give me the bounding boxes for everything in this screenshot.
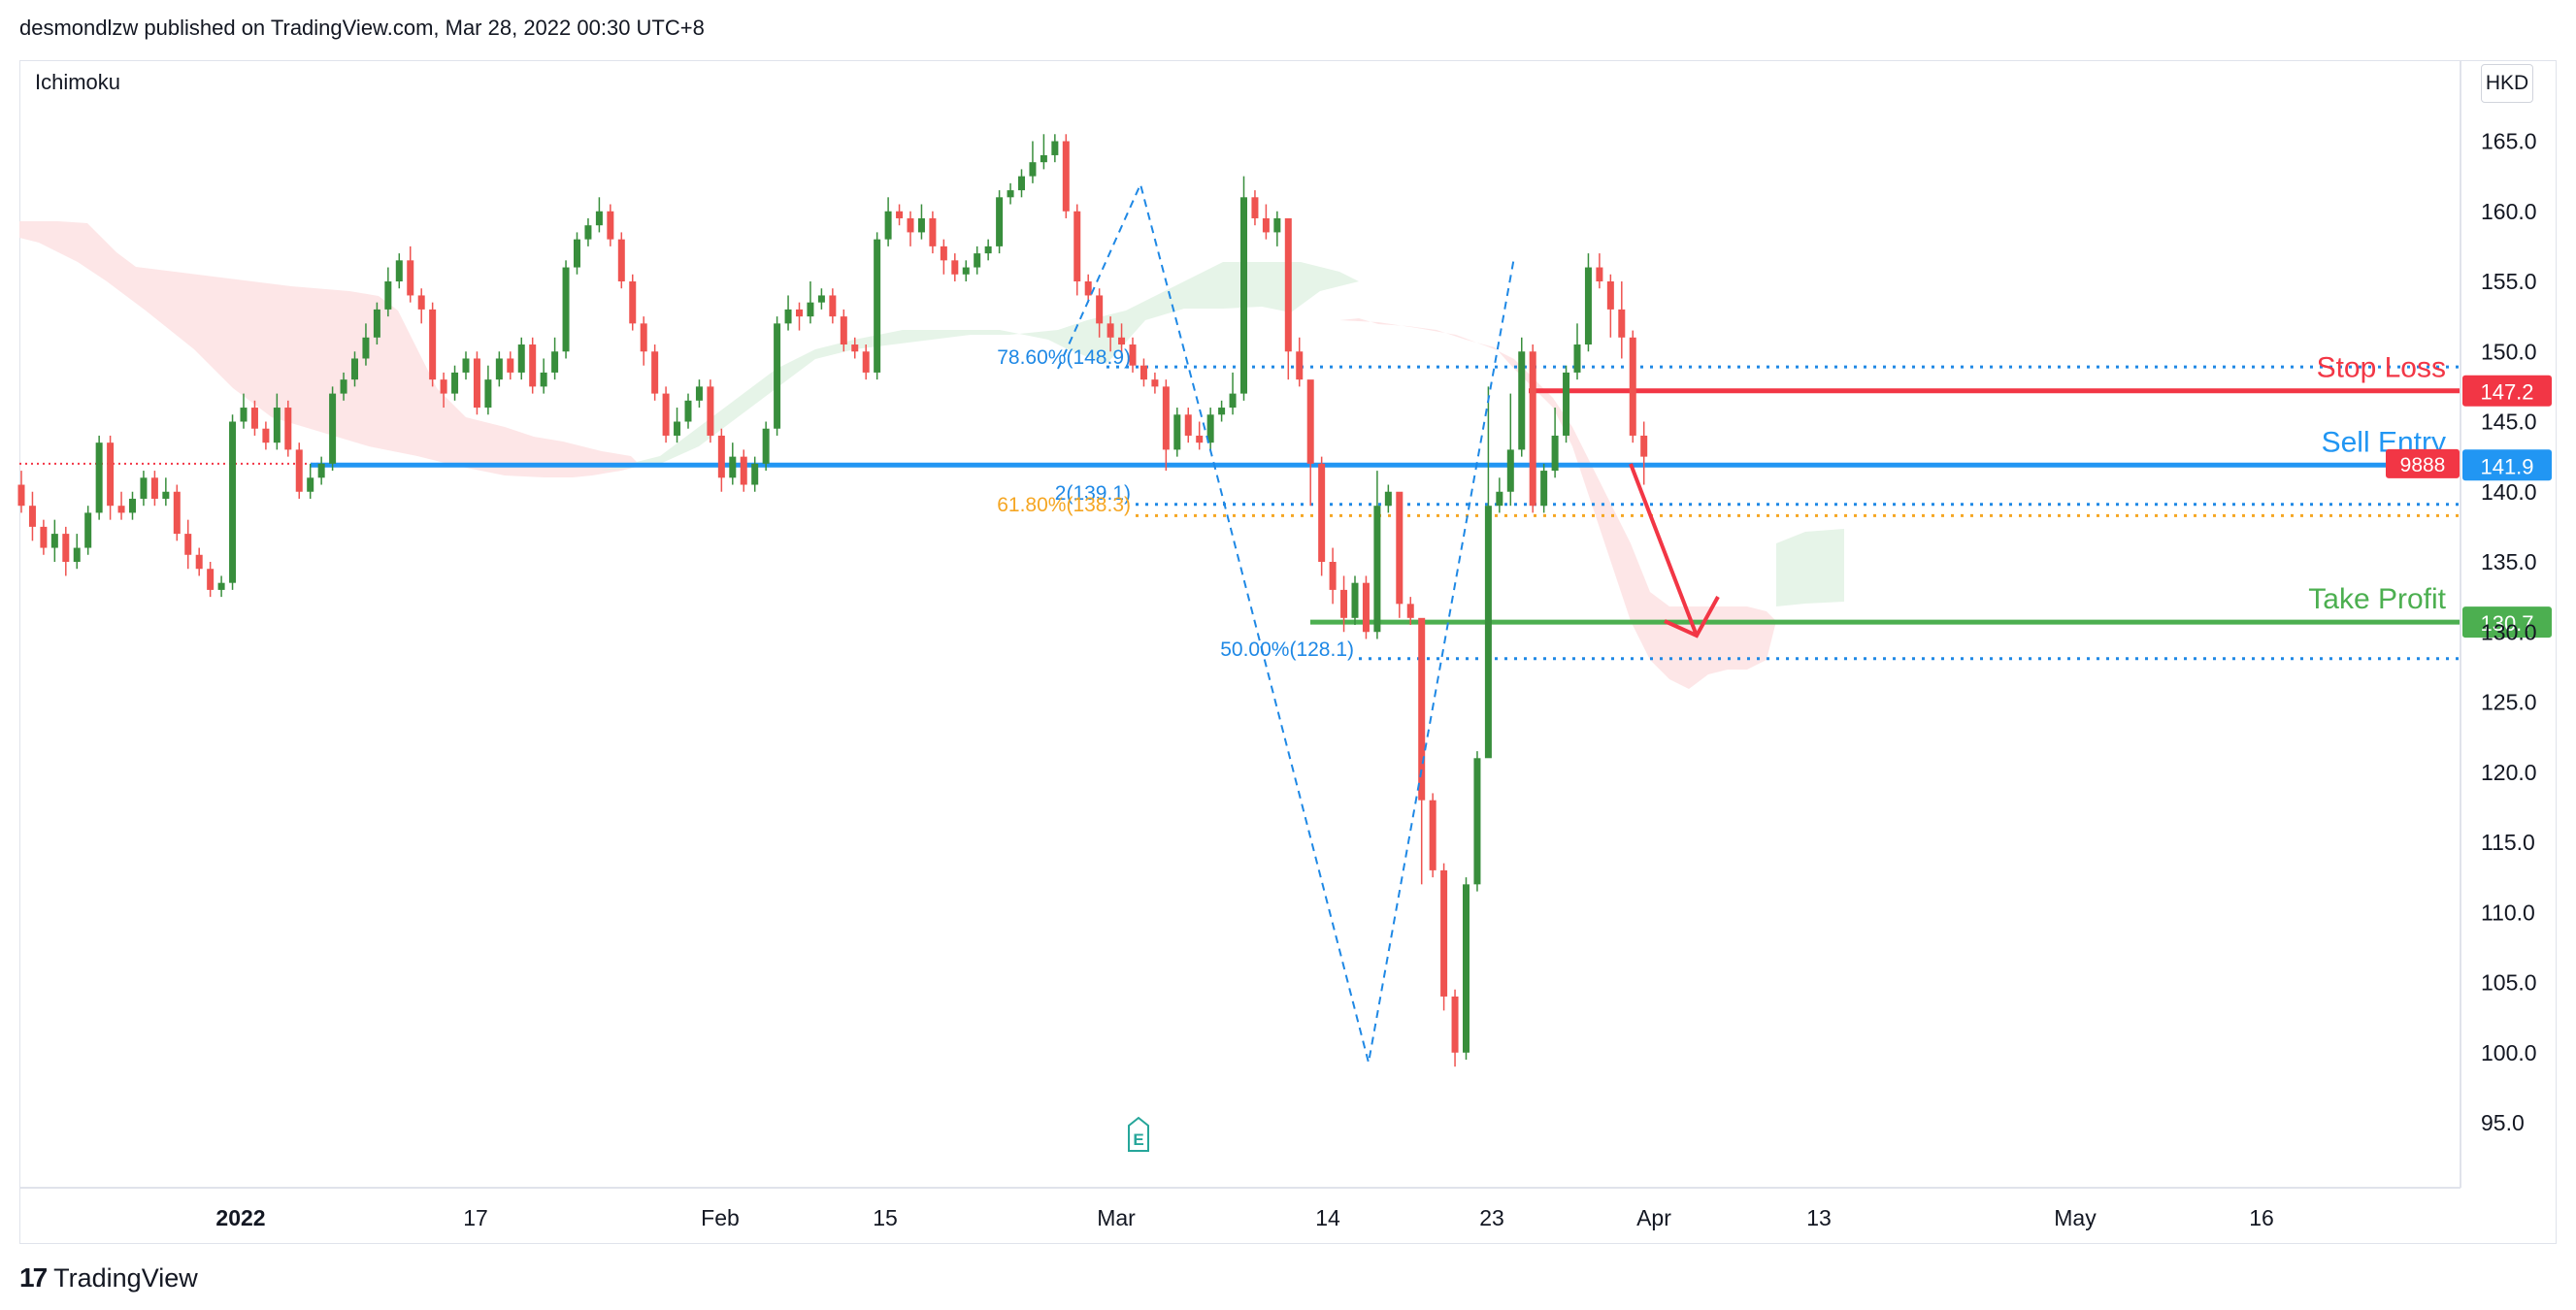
brand-name: TradingView	[53, 1262, 198, 1293]
currency-button[interactable]: HKD	[2481, 64, 2533, 103]
tradingview-logo-icon: 17	[19, 1262, 48, 1293]
indicator-label: Ichimoku	[35, 70, 121, 94]
footer[interactable]: 17 TradingView	[19, 1261, 198, 1294]
publish-info: desmondlzw published on TradingView.com,…	[19, 16, 705, 40]
chart-panel[interactable]	[19, 60, 2557, 1244]
